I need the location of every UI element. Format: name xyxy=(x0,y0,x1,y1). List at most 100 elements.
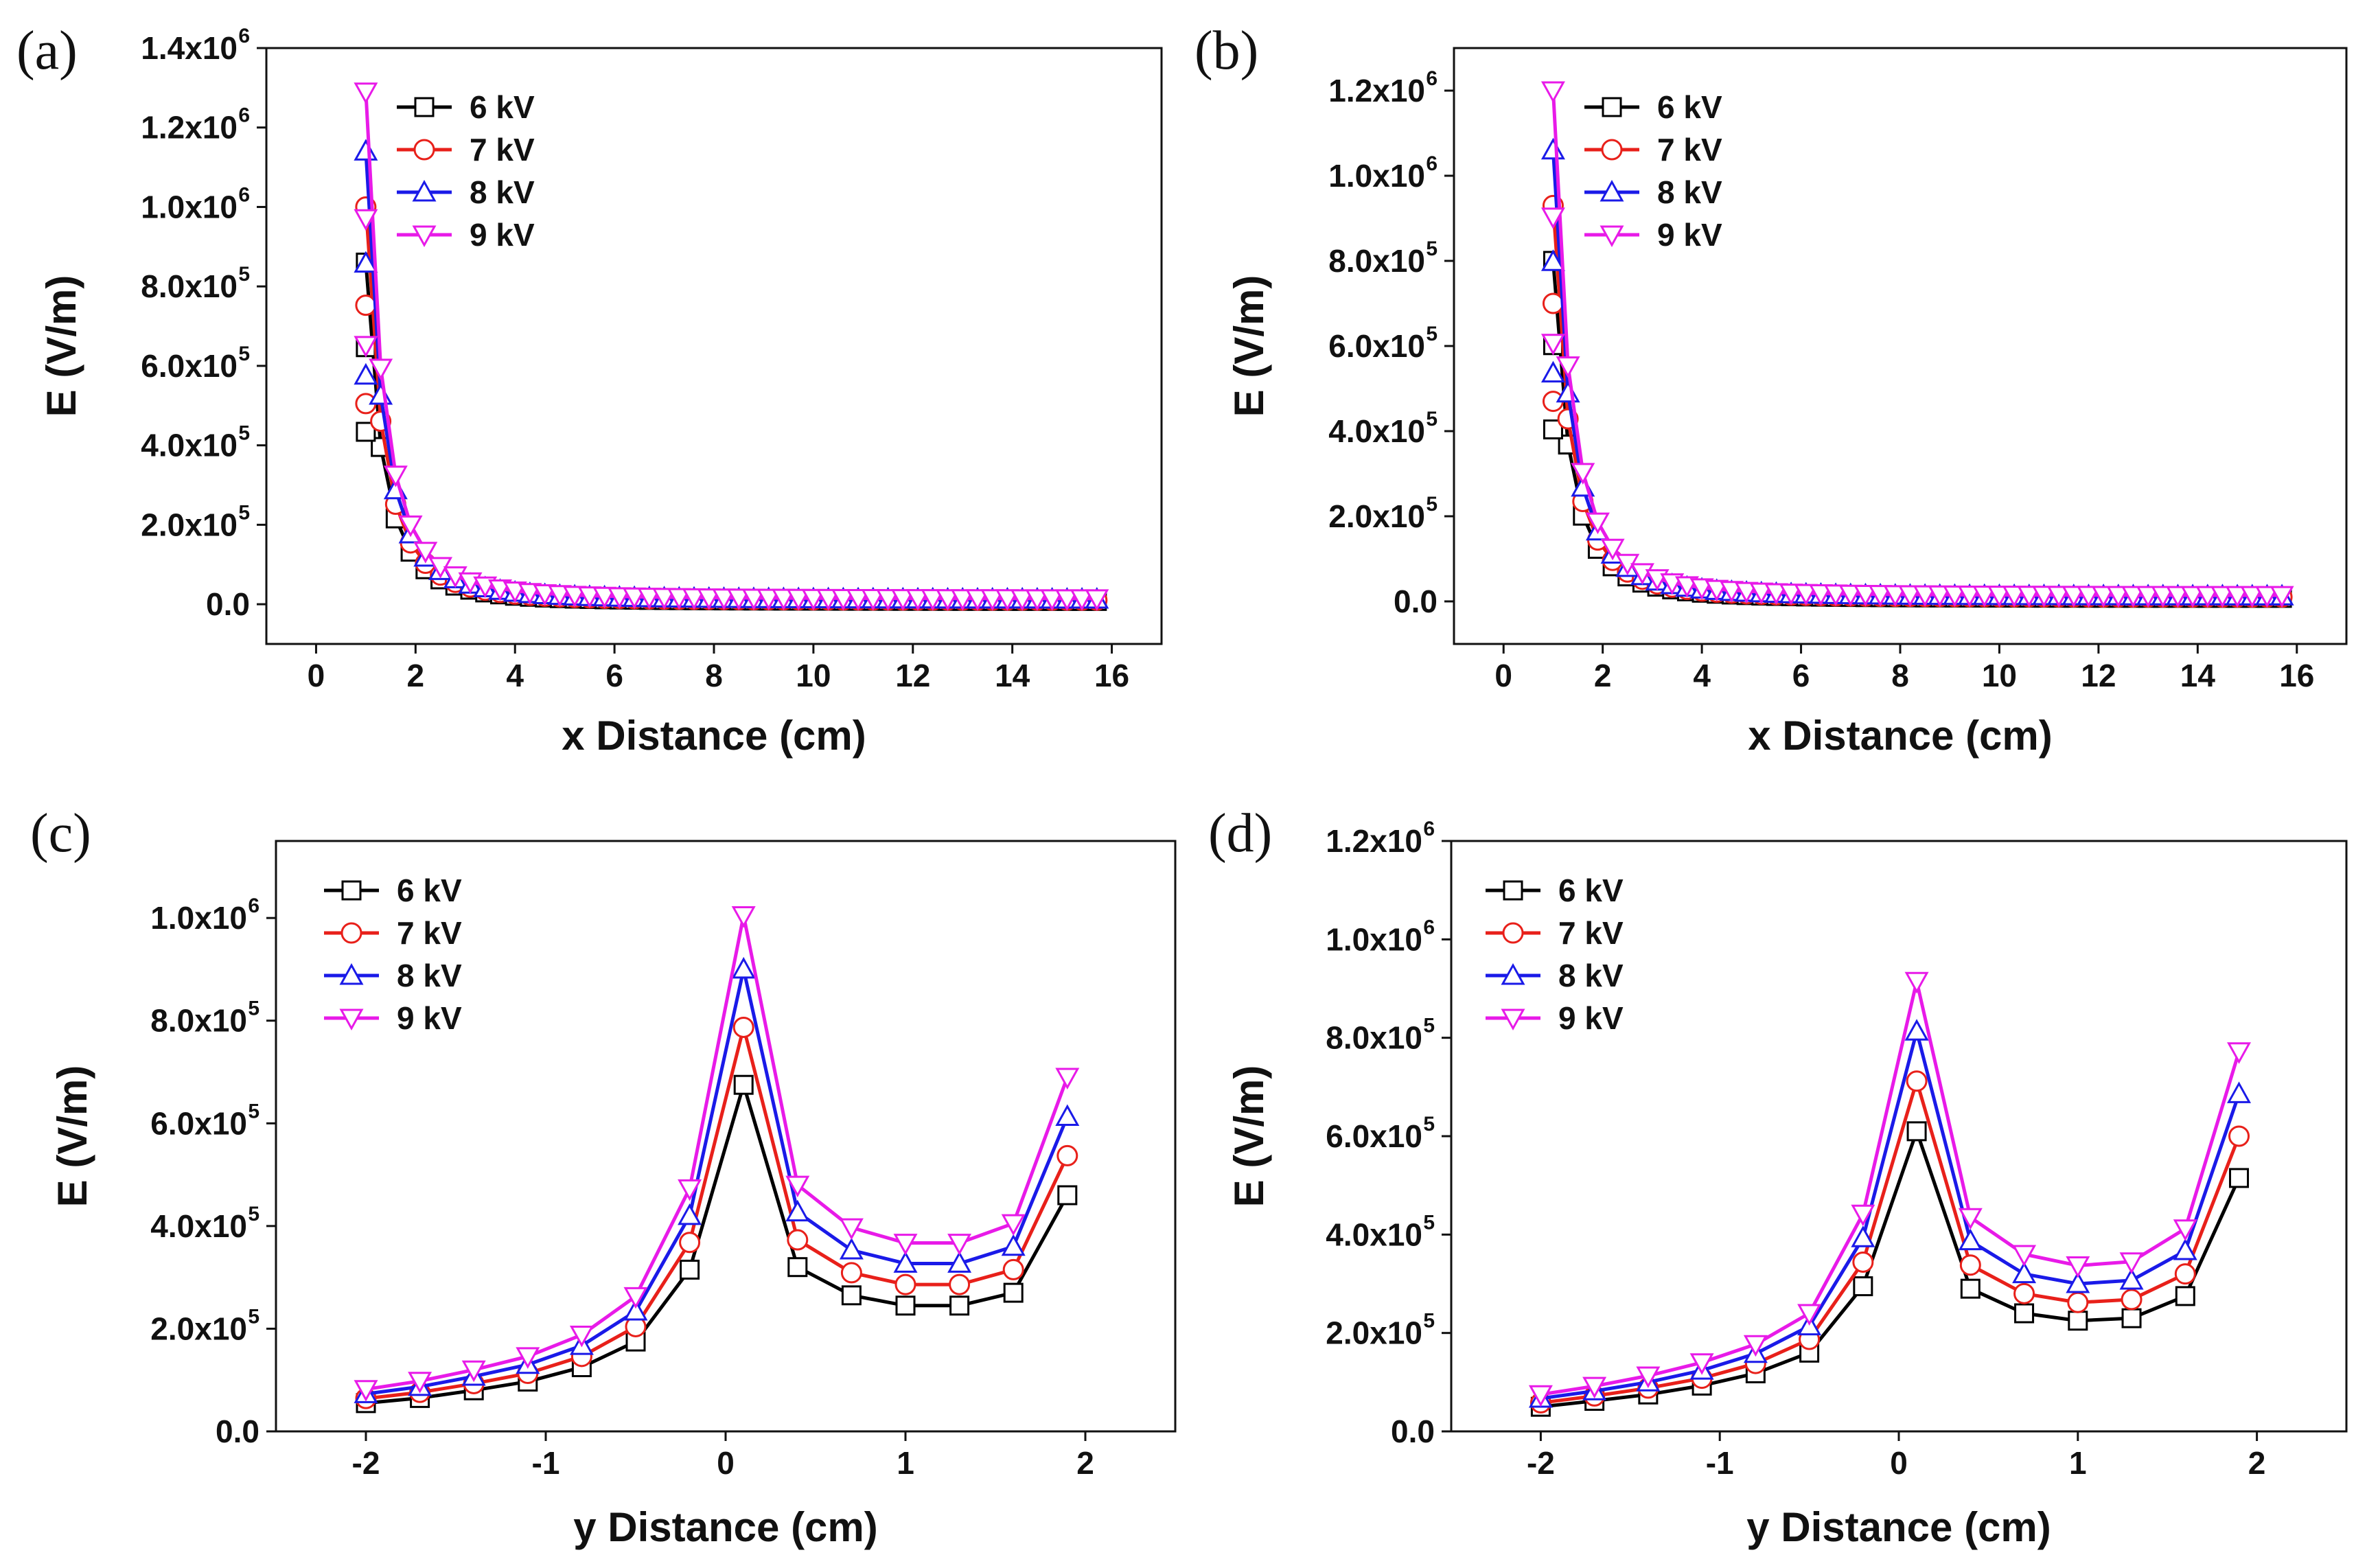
panel-c: (c) -2 -1 0 1 20.02.0x10 54.0x10 56.0x10 58.0x1… xyxy=(30,803,1177,1550)
data-point xyxy=(637,588,662,610)
data-point xyxy=(2174,1263,2196,1285)
data-point xyxy=(2062,586,2086,608)
legend-marker xyxy=(340,922,362,944)
y-tick-label: 1.0x10 xyxy=(150,900,247,936)
data-point xyxy=(2012,1245,2037,1267)
data-point xyxy=(846,589,870,611)
plot-b: 0 2 4 6 8 10 12 14 160.02.0x10 54.0x10 56.0x10 58.0… xyxy=(1226,47,2348,759)
x-tick-label: -1 xyxy=(1706,1445,1734,1481)
x-tick-label: 4 xyxy=(1693,658,1711,693)
data-point xyxy=(2121,1308,2142,1328)
x-tick-label: 6 xyxy=(1792,658,1810,693)
y-tick-exponent: 5 xyxy=(1423,1211,1435,1234)
data-point xyxy=(383,465,408,487)
y-tick-exponent: 5 xyxy=(248,998,259,1020)
data-point xyxy=(1057,1144,1078,1166)
data-point xyxy=(876,589,901,611)
data-point xyxy=(623,1287,648,1309)
data-point xyxy=(905,589,930,611)
data-point xyxy=(1913,585,1937,608)
legend-marker xyxy=(1503,880,1523,901)
data-point xyxy=(1764,583,1788,605)
data-point xyxy=(841,1285,862,1306)
data-point xyxy=(1942,585,1967,608)
data-point xyxy=(503,581,527,603)
x-tick-label: 0 xyxy=(1890,1445,1908,1481)
x-tick-label: 14 xyxy=(2180,658,2216,693)
data-point xyxy=(623,1298,648,1321)
data-point xyxy=(2254,586,2279,608)
x-axis-title: x Distance (cm) xyxy=(562,713,866,759)
data-point xyxy=(726,588,751,610)
data-point xyxy=(369,358,393,380)
data-point xyxy=(2121,586,2145,608)
legend-marker xyxy=(1501,962,1525,985)
data-point xyxy=(1957,585,1982,608)
data-point xyxy=(1959,1254,1981,1276)
data-point xyxy=(562,586,587,608)
plot-c: -2 -1 0 1 20.02.0x10 54.0x10 56.0x10 58.0x10 51.… xyxy=(49,840,1177,1550)
series-line-9kv xyxy=(1540,979,2241,1396)
x-tick-label: 14 xyxy=(995,658,1030,693)
x-tick-label: 10 xyxy=(1982,658,2017,693)
data-point xyxy=(1040,589,1065,611)
data-point xyxy=(2076,586,2101,608)
data-point xyxy=(839,1218,864,1241)
data-point xyxy=(518,583,542,605)
y-tick-label: 8.0x10 xyxy=(1328,243,1425,279)
x-tick-label: 16 xyxy=(2279,658,2314,693)
y-tick-label: 1.2x10 xyxy=(1328,73,1425,108)
legend-marker xyxy=(1600,179,1624,202)
y-tick-exponent: 5 xyxy=(1423,1113,1435,1135)
panel-b-label: (b) xyxy=(1194,21,1258,81)
data-point xyxy=(1906,1070,1928,1092)
data-point xyxy=(354,82,378,104)
legend-marker xyxy=(1602,97,1622,117)
data-point xyxy=(1585,512,1610,535)
data-point xyxy=(1808,584,1833,606)
data-point xyxy=(1960,1278,1981,1299)
data-point xyxy=(1556,356,1580,378)
legend-label: 8 kV xyxy=(1657,174,1722,210)
legend-marker xyxy=(339,1008,364,1031)
x-tick-label: 0 xyxy=(308,658,325,693)
data-point xyxy=(949,1295,970,1316)
data-point xyxy=(1853,584,1878,607)
x-tick-label: 4 xyxy=(506,658,524,693)
y-tick-exponent: 5 xyxy=(248,1203,259,1225)
data-point xyxy=(680,1259,700,1280)
y-tick-exponent: 5 xyxy=(248,1305,259,1328)
data-point xyxy=(678,1203,702,1225)
y-tick-exponent: 5 xyxy=(238,501,250,524)
data-point xyxy=(2046,586,2071,608)
x-tick-label: 0 xyxy=(717,1445,735,1481)
data-point xyxy=(355,295,377,316)
data-point xyxy=(1958,1228,1983,1251)
data-point xyxy=(2228,1125,2250,1147)
data-point xyxy=(949,1273,971,1295)
y-tick-label: 0.0 xyxy=(1391,1414,1435,1449)
data-point xyxy=(801,588,826,611)
data-point xyxy=(785,1175,810,1198)
data-point xyxy=(1055,1068,1080,1090)
x-tick-label: 12 xyxy=(2081,658,2116,693)
data-point xyxy=(1749,582,1774,605)
data-point xyxy=(1852,1251,1874,1273)
data-point xyxy=(1003,1282,1024,1303)
data-point xyxy=(1070,589,1094,611)
data-point xyxy=(652,588,677,610)
plot-area xyxy=(354,82,1109,611)
data-point xyxy=(2013,1282,2035,1304)
data-point xyxy=(1958,1208,1983,1230)
data-point xyxy=(1542,292,1564,314)
y-tick-exponent: 5 xyxy=(1426,493,1437,516)
y-axis-title: E (V/m) xyxy=(49,1065,95,1208)
data-point xyxy=(622,587,647,610)
data-point xyxy=(1540,249,1565,271)
panel-c-label: (c) xyxy=(30,803,91,864)
y-tick-label: 8.0x10 xyxy=(141,268,238,304)
data-point xyxy=(1528,1385,1553,1407)
data-point xyxy=(1987,586,2011,608)
data-point xyxy=(786,588,811,611)
y-tick-label: 1.0x10 xyxy=(1326,921,1422,957)
